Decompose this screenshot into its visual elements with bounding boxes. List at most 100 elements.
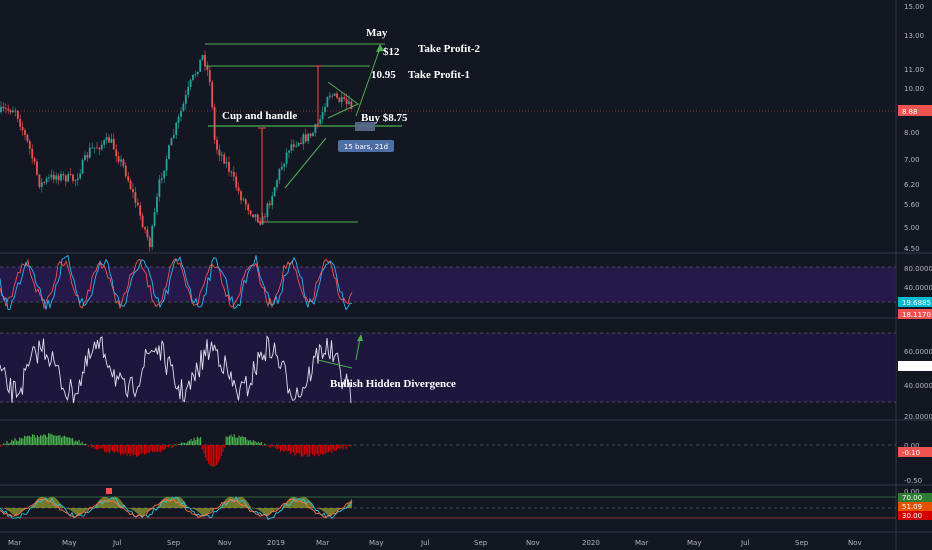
macd-bar bbox=[230, 434, 232, 445]
macd-bar bbox=[120, 445, 122, 456]
divergence-line[interactable] bbox=[317, 359, 353, 369]
macd-bar bbox=[291, 445, 293, 453]
macd-bar bbox=[30, 436, 32, 445]
time-tick: May bbox=[369, 539, 383, 547]
candle-body bbox=[340, 97, 343, 103]
macd-bar bbox=[232, 436, 234, 445]
macd-bar bbox=[318, 445, 320, 457]
macd-bar bbox=[14, 438, 16, 445]
projection-arrow[interactable] bbox=[355, 47, 381, 117]
handle-trendline[interactable] bbox=[284, 137, 327, 189]
macd-bar bbox=[278, 445, 280, 449]
macd-bar bbox=[38, 437, 40, 445]
candle-body bbox=[136, 202, 139, 206]
macd-bar bbox=[267, 445, 269, 446]
measure-box[interactable] bbox=[355, 122, 375, 131]
candle-body bbox=[177, 116, 180, 123]
macd-bar bbox=[144, 445, 146, 455]
candle-body bbox=[64, 175, 67, 182]
macd-bar bbox=[9, 442, 11, 445]
candle-body bbox=[60, 174, 62, 181]
time-tick: Mar bbox=[8, 539, 21, 547]
macd-bar bbox=[121, 445, 123, 454]
macd-bar bbox=[40, 435, 42, 445]
macd-bar bbox=[332, 445, 334, 450]
candle-body bbox=[134, 192, 137, 203]
candle-body bbox=[259, 221, 262, 225]
candle-body bbox=[309, 133, 312, 137]
macd-bar bbox=[236, 437, 238, 445]
macd-bar bbox=[241, 436, 243, 445]
macd-bar bbox=[116, 445, 118, 452]
price-tick: 4.50 bbox=[904, 245, 920, 253]
macd-bar bbox=[339, 445, 341, 449]
macd-bar bbox=[8, 443, 10, 445]
candle-body bbox=[96, 147, 98, 149]
candle-body bbox=[88, 147, 91, 158]
candle-body bbox=[124, 165, 127, 177]
macd-bar bbox=[302, 445, 304, 457]
divergence-label: Bullish Hidden Divergence bbox=[330, 378, 456, 390]
bars-tag[interactable] bbox=[338, 140, 394, 152]
candle-body bbox=[290, 144, 293, 151]
macd-bar bbox=[235, 437, 237, 445]
macd-bar bbox=[200, 437, 202, 445]
macd-bar bbox=[172, 445, 174, 448]
macd-bar bbox=[65, 437, 67, 445]
macd-bar bbox=[52, 435, 54, 445]
candle-body bbox=[76, 178, 79, 181]
stoch-d-badge bbox=[898, 309, 932, 319]
macd-pane[interactable]: 0.00 -0.50 -0.10 bbox=[0, 433, 932, 485]
macd-bar bbox=[177, 444, 179, 445]
macd-bar bbox=[233, 434, 235, 445]
macd-bar bbox=[294, 445, 296, 456]
macd-bar bbox=[35, 437, 37, 445]
candle-body bbox=[7, 108, 10, 111]
macd-bar bbox=[187, 441, 189, 445]
macd-bar bbox=[198, 438, 200, 445]
macd-bar bbox=[286, 445, 288, 452]
price-pane[interactable]: 15 bars, 21d May $12 Take Profit-2 10.95… bbox=[0, 27, 896, 252]
macd-bar bbox=[166, 445, 168, 448]
take-profit-2-label: Take Profit-2 bbox=[418, 43, 481, 55]
candle-body bbox=[182, 103, 185, 112]
stoch-rsi-pane[interactable]: 80.0000 40.0000 19.6885 18.1170 bbox=[0, 254, 932, 319]
macd-bar bbox=[246, 439, 248, 445]
macd-bar bbox=[150, 445, 152, 451]
candle-body bbox=[343, 97, 346, 99]
macd-bar bbox=[284, 445, 286, 451]
osc-value: 51.09 bbox=[902, 503, 922, 511]
macd-bar bbox=[56, 435, 58, 445]
time-tick: Sep bbox=[167, 539, 181, 547]
rsi-up-arrow[interactable] bbox=[355, 337, 361, 361]
macd-bar bbox=[324, 445, 326, 454]
macd-bar bbox=[152, 445, 154, 452]
price-axis[interactable]: 15.0013.0011.0010.009.008.007.006.205.60… bbox=[895, 0, 932, 550]
macd-bar bbox=[257, 441, 259, 445]
macd-bar bbox=[6, 440, 8, 445]
macd-bar bbox=[140, 445, 142, 454]
rsi-value-badge bbox=[898, 361, 932, 371]
macd-bar bbox=[238, 435, 240, 445]
current-price-badge bbox=[898, 105, 932, 116]
pennant-pattern[interactable] bbox=[327, 81, 359, 119]
candle-body bbox=[297, 142, 300, 146]
candle-body bbox=[268, 203, 271, 206]
rsi-pane[interactable]: Bullish Hidden Divergence 60.0000 40.000… bbox=[0, 332, 932, 421]
macd-bar bbox=[180, 442, 182, 445]
candle-body bbox=[132, 189, 134, 193]
candle-body bbox=[21, 126, 24, 131]
candle-body bbox=[55, 175, 58, 180]
macd-bar bbox=[70, 438, 72, 445]
macd-bar bbox=[11, 439, 13, 445]
macd-bar bbox=[249, 440, 251, 445]
candle-body bbox=[120, 159, 122, 162]
time-axis[interactable]: Mar May Jul Sep Nov 2019 Mar May Jul Sep Nov 2020 Ma… bbox=[8, 539, 862, 547]
macd-bar bbox=[78, 439, 80, 445]
macd-bar bbox=[158, 445, 160, 452]
osc-marker[interactable] bbox=[106, 488, 112, 494]
macd-bar bbox=[308, 445, 310, 457]
macd-bar bbox=[225, 436, 227, 445]
